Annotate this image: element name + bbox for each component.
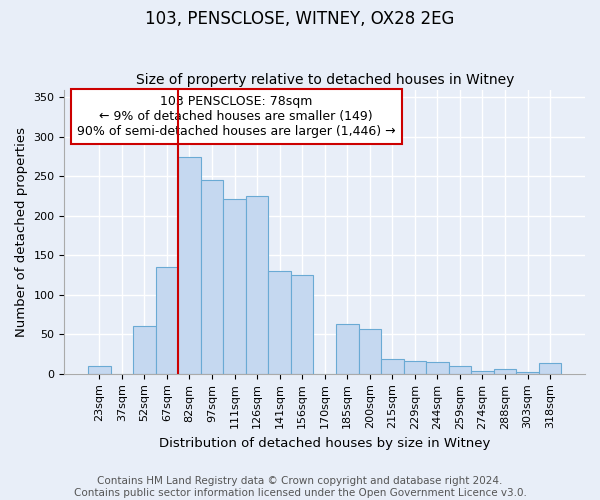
Bar	[133, 326, 155, 374]
Bar	[246, 196, 268, 374]
Y-axis label: Number of detached properties: Number of detached properties	[15, 126, 28, 336]
Bar	[471, 370, 494, 374]
Title: Size of property relative to detached houses in Witney: Size of property relative to detached ho…	[136, 73, 514, 87]
Bar	[494, 369, 516, 374]
Bar	[201, 180, 223, 374]
Bar	[449, 366, 471, 374]
Bar	[359, 329, 381, 374]
Text: Contains HM Land Registry data © Crown copyright and database right 2024.
Contai: Contains HM Land Registry data © Crown c…	[74, 476, 526, 498]
Text: 103 PENSCLOSE: 78sqm
← 9% of detached houses are smaller (149)
90% of semi-detac: 103 PENSCLOSE: 78sqm ← 9% of detached ho…	[77, 95, 395, 138]
Bar	[516, 372, 539, 374]
Bar	[291, 275, 313, 374]
Bar	[223, 198, 246, 374]
Bar	[178, 156, 201, 374]
Bar	[539, 363, 562, 374]
Bar	[336, 324, 359, 374]
Bar	[155, 267, 178, 374]
Bar	[381, 359, 404, 374]
Bar	[268, 271, 291, 374]
Bar	[88, 366, 110, 374]
Bar	[404, 361, 426, 374]
X-axis label: Distribution of detached houses by size in Witney: Distribution of detached houses by size …	[159, 437, 490, 450]
Text: 103, PENSCLOSE, WITNEY, OX28 2EG: 103, PENSCLOSE, WITNEY, OX28 2EG	[145, 10, 455, 28]
Bar	[426, 362, 449, 374]
